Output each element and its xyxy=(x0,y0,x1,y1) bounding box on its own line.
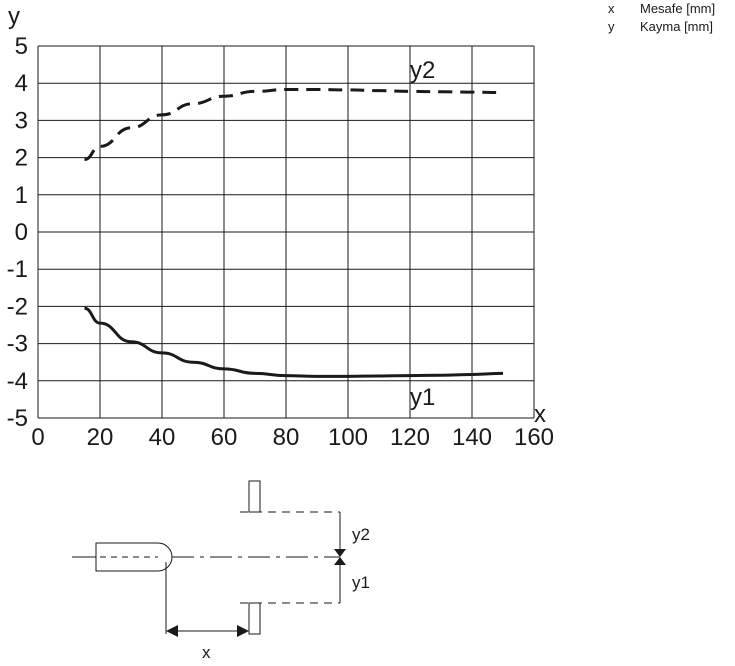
diagram-arrow-y2 xyxy=(334,549,346,557)
legend-key-x: x xyxy=(608,1,615,16)
y-tick-label: 3 xyxy=(15,107,28,134)
y-tick-label: 5 xyxy=(15,33,28,60)
variable-legend: x Mesafe [mm] y Kayma [mm] xyxy=(608,0,715,36)
x-tick-label: 140 xyxy=(452,424,492,451)
y-tick-label: -2 xyxy=(7,293,28,320)
x-tick-label: 160 xyxy=(514,424,554,451)
y-tick-label: 1 xyxy=(15,182,28,209)
y-axis-variable: y xyxy=(8,3,20,30)
grid xyxy=(37,45,535,419)
y-tick-label: 0 xyxy=(15,219,28,246)
legend-text-x: Mesafe [mm] xyxy=(640,1,716,16)
diagram-arrow-x-left xyxy=(166,625,178,637)
legend-key-y: y xyxy=(608,19,615,34)
x-axis-variable: x xyxy=(534,401,546,428)
y-tick-label: -3 xyxy=(7,331,28,358)
measurement-diagram xyxy=(72,480,341,635)
legend-row-x: x Mesafe [mm] xyxy=(608,0,715,18)
y-tick-label: -1 xyxy=(7,256,28,283)
diagram-probe xyxy=(95,542,173,572)
series-line-y2 xyxy=(84,88,504,161)
series-line-y1 xyxy=(84,306,504,378)
y-tick-label: -4 xyxy=(7,368,28,395)
x-tick-label: 100 xyxy=(328,424,368,451)
y-tick-label: 2 xyxy=(15,145,28,172)
series-label-y1: y1 xyxy=(410,384,435,411)
diagram-arrow-x-right xyxy=(237,625,249,637)
diagram-arrowheads xyxy=(166,549,346,637)
y-tick-label: -5 xyxy=(7,405,28,432)
x-tick-label: 60 xyxy=(211,424,238,451)
x-tick-label: 20 xyxy=(87,424,114,451)
diagram-arrow-y1 xyxy=(334,557,346,565)
y-tick-label: 4 xyxy=(15,70,28,97)
series-group xyxy=(84,88,504,378)
diagram-lower-target xyxy=(248,602,261,635)
diagram-x-label: x xyxy=(202,643,211,662)
diagram-upper-target xyxy=(248,480,261,513)
x-tick-label: 120 xyxy=(390,424,430,451)
legend-row-y: y Kayma [mm] xyxy=(608,18,715,36)
tick-labels: 0 20 40 60 80 100 120 140 160 5 4 3 2 1 0 -1 -2 -3 -4 -5 xyxy=(7,33,554,451)
diagram-y2-label: y2 xyxy=(352,525,370,544)
x-tick-label: 0 xyxy=(31,424,44,451)
diagram-y1-label: y1 xyxy=(352,573,370,592)
legend-text-y: Kayma [mm] xyxy=(640,19,713,34)
x-tick-label: 40 xyxy=(149,424,176,451)
x-tick-label: 80 xyxy=(273,424,300,451)
series-label-y2: y2 xyxy=(410,57,435,84)
